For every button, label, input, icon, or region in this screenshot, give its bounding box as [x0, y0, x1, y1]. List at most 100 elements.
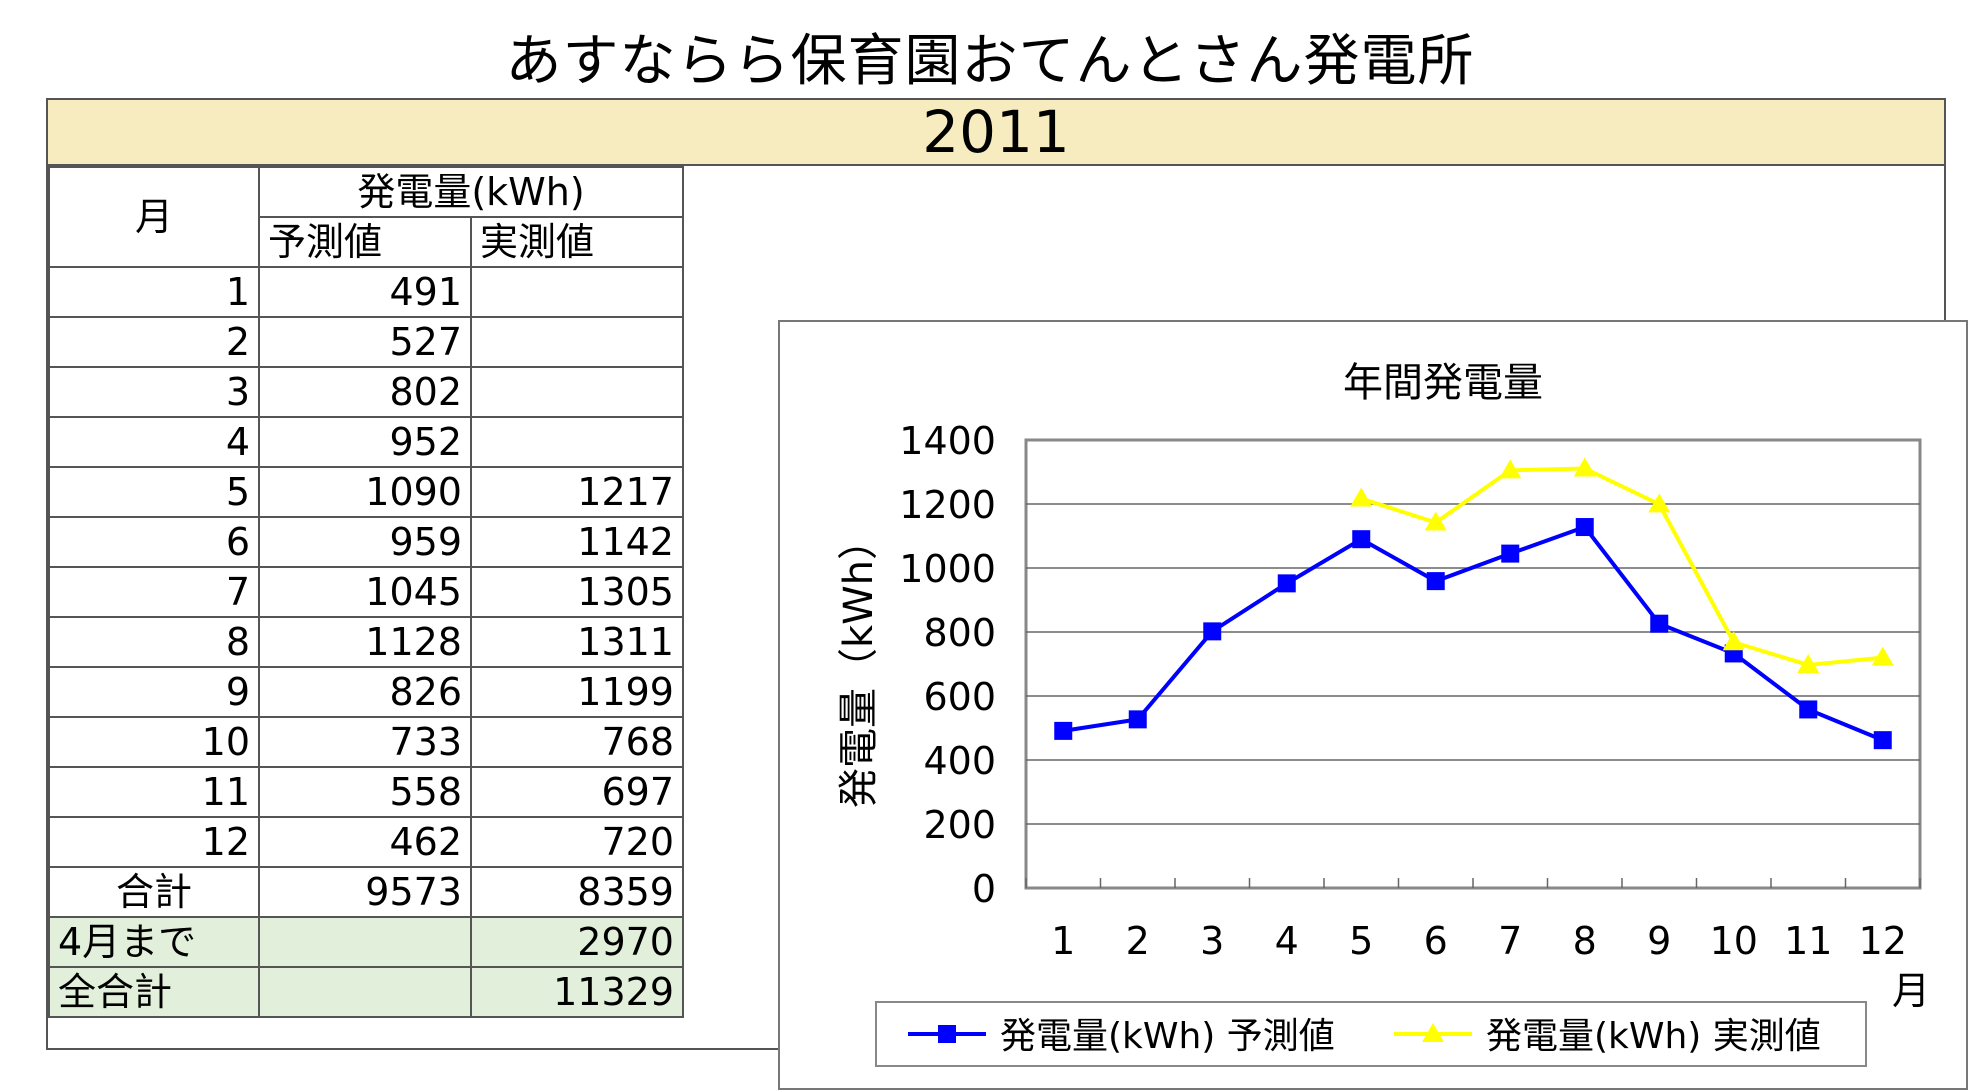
header-predicted: 予測値: [258, 216, 472, 268]
x-tick-label: 12: [1859, 919, 1907, 963]
predicted-point: [1277, 574, 1296, 593]
table-row: 9 826 1199: [48, 666, 684, 718]
table-row: 10 733 768: [48, 716, 684, 768]
table-row: 2 527: [48, 316, 684, 368]
table-row: 5 1090 1217: [48, 466, 684, 518]
x-tick-label: 2: [1126, 919, 1150, 963]
y-tick-label: 200: [923, 803, 996, 847]
header-generation: 発電量(kWh): [258, 166, 684, 218]
predicted-point: [1873, 731, 1892, 750]
month-cell: 5: [48, 466, 260, 518]
table-row: 7 1045 1305: [48, 566, 684, 618]
actual-cell: 1311: [470, 616, 684, 668]
x-tick-label: 6: [1424, 919, 1448, 963]
table-row: 8 1128 1311: [48, 616, 684, 668]
total-predicted: 9573: [258, 866, 472, 918]
actual-point: [1350, 487, 1373, 507]
month-cell: 2: [48, 316, 260, 368]
total-actual: 8359: [470, 866, 684, 918]
predicted-cell: 491: [258, 266, 472, 318]
total-label: 合計: [48, 866, 260, 918]
total-row: 合計 9573 8359: [48, 866, 684, 918]
predicted-cell: 527: [258, 316, 472, 368]
predicted-cell: 826: [258, 666, 472, 718]
table-row: 1 491: [48, 266, 684, 318]
predicted-point: [1203, 622, 1222, 641]
predicted-point: [1352, 530, 1371, 549]
y-tick-label: 0: [972, 867, 996, 911]
actual-point: [1871, 646, 1894, 666]
x-tick-label: 9: [1647, 919, 1671, 963]
actual-cell: 1199: [470, 666, 684, 718]
until-april-row: 4月まで 2970: [48, 916, 684, 968]
actual-cell: 1142: [470, 516, 684, 568]
series-line-2: [1360, 466, 1883, 667]
predicted-point: [1501, 544, 1520, 563]
actual-cell: 720: [470, 816, 684, 868]
predicted-point: [1426, 572, 1445, 591]
y-tick-label: 600: [923, 675, 996, 719]
actual-cell: [470, 366, 684, 418]
actual-cell: 1305: [470, 566, 684, 618]
grand-total-label: 全合計: [48, 966, 260, 1018]
x-tick-label: 1: [1051, 919, 1075, 963]
y-tick-label: 800: [923, 611, 996, 655]
header-month: 月: [48, 166, 260, 268]
predicted-point: [1799, 700, 1818, 719]
legend-box: [875, 1001, 1867, 1067]
predicted-cell: 462: [258, 816, 472, 868]
series-line-1: [1062, 524, 1884, 743]
month-cell: 8: [48, 616, 260, 668]
actual-cell: 697: [470, 766, 684, 818]
actual-cell: 768: [470, 716, 684, 768]
plot-area: [1024, 438, 1922, 890]
month-cell: 6: [48, 516, 260, 568]
header-row-1: 月 発電量(kWh): [48, 166, 684, 268]
grand-total-row: 全合計 11329: [48, 966, 684, 1018]
legend-marker-predicted: [938, 1025, 956, 1043]
month-cell: 9: [48, 666, 260, 718]
actual-cell: 1217: [470, 466, 684, 518]
x-tick-label: 10: [1710, 919, 1758, 963]
chart-box: 年間発電量 0 200 400 600 800 1000 1200 1400 1 2 3 4 5 6 7 8 9 1…: [778, 320, 1968, 1090]
predicted-cell: 959: [258, 516, 472, 568]
header-row-2: 予測値 実測値: [49, 216, 684, 268]
x-tick-label: 4: [1275, 919, 1299, 963]
year-band: 2011: [48, 100, 1944, 166]
table-row: 4 952: [48, 416, 684, 468]
page-title: あすならら保育園おてんとさん発電所: [505, 29, 1475, 94]
table-row: 12 462 720: [48, 816, 684, 868]
month-cell: 10: [48, 716, 260, 768]
grand-total-empty: [258, 966, 472, 1018]
predicted-point: [1054, 721, 1073, 740]
predicted-cell: 1045: [258, 566, 472, 618]
header-actual: 実測値: [470, 216, 684, 268]
predicted-cell: 733: [258, 716, 472, 768]
predicted-point: [1650, 614, 1669, 633]
predicted-cell: 1090: [258, 466, 472, 518]
x-axis-label: 月: [1892, 969, 1930, 1013]
month-cell: 7: [48, 566, 260, 618]
legend-marker-actual: [1422, 1023, 1444, 1042]
x-tick-label: 5: [1349, 919, 1373, 963]
table-row: 3 802: [48, 366, 684, 418]
until-april-value: 2970: [470, 916, 684, 968]
x-tick-label: 7: [1498, 919, 1522, 963]
until-april-empty: [258, 916, 472, 968]
month-cell: 12: [48, 816, 260, 868]
until-april-label: 4月まで: [48, 916, 260, 968]
legend-label-actual: 発電量(kWh) 実測値: [1486, 1016, 1821, 1057]
month-cell: 3: [48, 366, 260, 418]
actual-point: [1573, 457, 1596, 477]
grand-total-value: 11329: [470, 966, 684, 1018]
y-tick-label: 1000: [899, 547, 996, 591]
month-cell: 11: [48, 766, 260, 818]
predicted-point: [1128, 710, 1147, 729]
y-tick-label: 400: [923, 739, 996, 783]
generation-table-body: 月 発電量(kWh) 予測値 実測値 1 491 2 527 3 802 4 952 5 1090…: [48, 166, 684, 1018]
x-tick-label: 11: [1784, 919, 1832, 963]
actual-point: [1648, 493, 1671, 513]
month-cell: 4: [48, 416, 260, 468]
report-frame: 2011 月 発電量(kWh) 予測値 実測値 1 491 2 527 3 802 4 952…: [46, 98, 1968, 1090]
predicted-cell: 1128: [258, 616, 472, 668]
